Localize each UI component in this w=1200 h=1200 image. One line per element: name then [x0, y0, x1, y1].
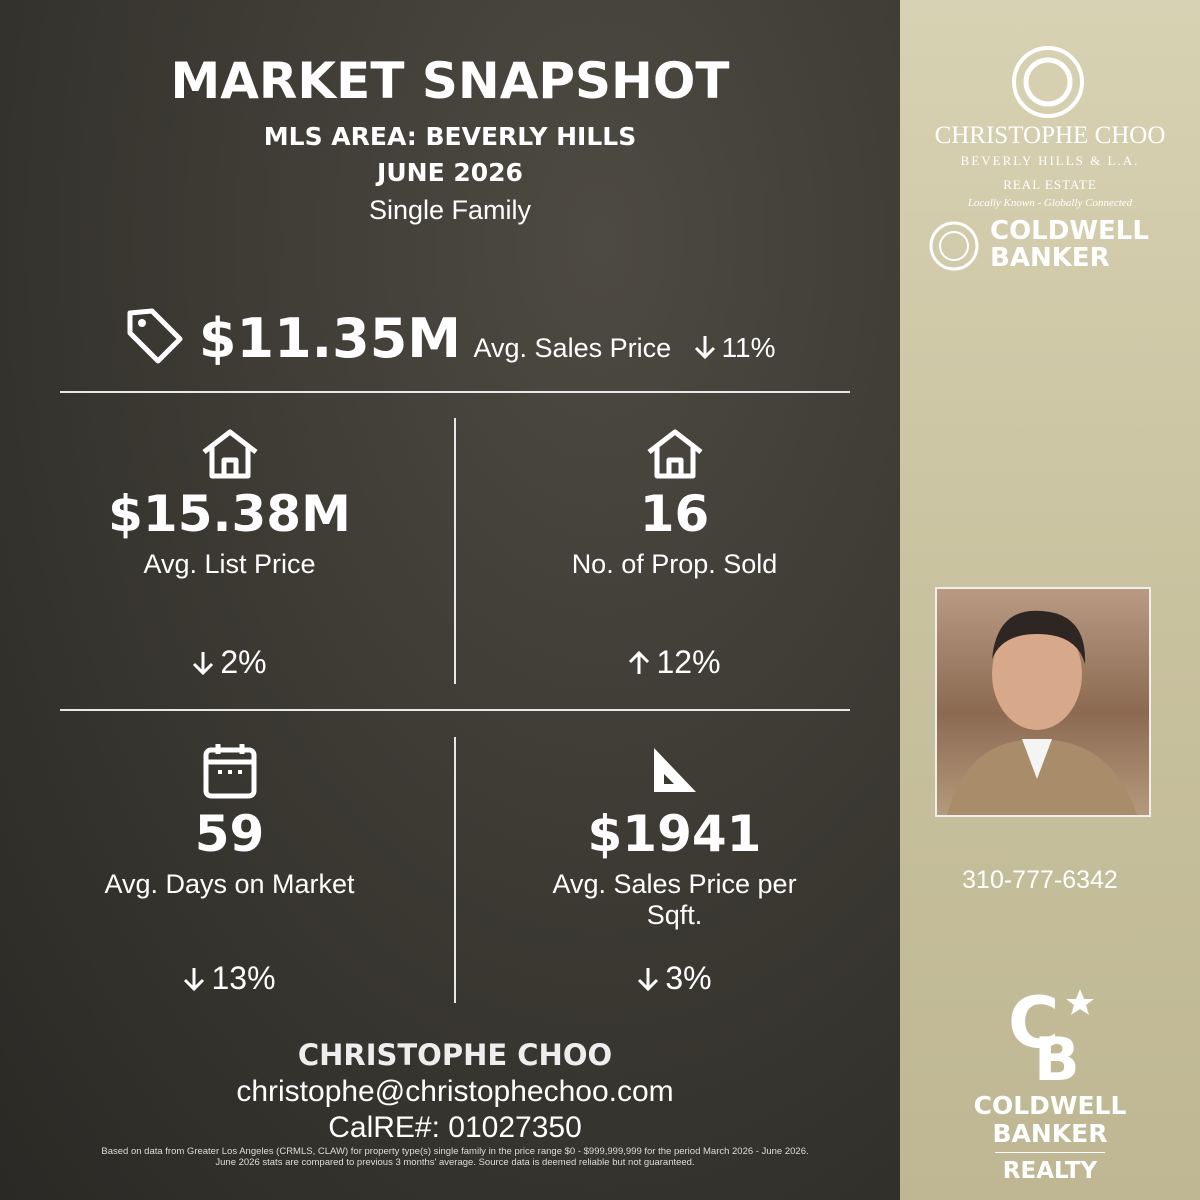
arrow-path: [694, 336, 715, 360]
disclaimer: Based on data from Greater Los Angeles (…: [101, 1146, 809, 1168]
logo-text: BANKER: [992, 1119, 1108, 1148]
calendar-icon: [203, 744, 256, 799]
contact-email: christophe@christophechoo.com: [236, 1075, 674, 1108]
logo-text: COLDWELL: [973, 1091, 1127, 1120]
stat-label: Avg. List Price: [143, 549, 316, 579]
stat-label: No. of Prop. Sold: [571, 549, 778, 579]
tagline: Locally Known - Globally Connected: [967, 197, 1133, 209]
stat-label: Avg. Sales Price per Sqft.: [552, 869, 797, 930]
house-icon: [646, 429, 703, 479]
brand-sub: REAL ESTATE: [1003, 177, 1097, 192]
logo-text: COLDWELL: [990, 216, 1149, 246]
logo-rule: [995, 1152, 1105, 1153]
divider: [454, 737, 456, 1003]
sidebar: CHRISTOPHE CHOO BEVERLY HILLS & L.A. REA…: [900, 0, 1200, 1200]
stat-change: 2%: [220, 644, 267, 680]
stat-value: $15.38M: [108, 485, 351, 543]
headline: $11.35M Avg. Sales Price 11%: [0, 305, 900, 370]
title: MARKET SNAPSHOT: [170, 52, 730, 110]
footer-logo: COLDWELL BANKER REALTY: [900, 1092, 1200, 1185]
divider: [60, 709, 850, 711]
stat-label: Avg. Days on Market: [104, 869, 355, 899]
stat-change: 3%: [665, 960, 712, 996]
period: JUNE 2026: [377, 158, 523, 187]
stat-card: 59 Avg. Days on Market 13%: [32, 742, 427, 996]
stat-value: 16: [639, 485, 710, 543]
cb-logo: CB: [1008, 985, 1094, 1085]
logo-text: BANKER: [990, 243, 1110, 273]
arrow-down: [184, 968, 205, 992]
trend-arrow: [628, 644, 656, 680]
svg-text:C: C: [1008, 985, 1059, 1064]
stat-card: $15.38M Avg. List Price 2%: [32, 428, 427, 680]
trend-arrow: [637, 960, 665, 996]
agent-photo: [935, 587, 1151, 817]
house-icon: [201, 429, 258, 479]
partner-badge: [929, 221, 979, 271]
stat-card: 16 No. of Prop. Sold 12%: [477, 428, 872, 680]
arrow-path: [629, 650, 650, 674]
stat-card: $1941 Avg. Sales Price per Sqft. 3%: [477, 742, 872, 996]
arrow-path: [184, 968, 205, 992]
headline-label: Avg. Sales Price: [473, 333, 672, 363]
contact-name: CHRISTOPHE CHOO: [297, 1038, 613, 1072]
brand-logo: [1012, 46, 1084, 118]
arrow-up: [629, 650, 650, 674]
logo-text: REALTY: [1002, 1158, 1098, 1184]
headline-value: $11.35M: [198, 307, 462, 370]
partner-logo: COLDWELL BANKER: [990, 218, 1149, 272]
stat-change: 12%: [656, 644, 721, 680]
area: MLS AREA: BEVERLY HILLS: [263, 122, 637, 151]
divider: [60, 391, 850, 393]
arrow-down: [638, 968, 659, 992]
contact-license: CalRE#: 01027350: [328, 1111, 582, 1144]
portrait: [947, 610, 1137, 815]
brand-sub: BEVERLY HILLS & L.A.: [960, 153, 1140, 168]
arrow-path: [638, 968, 659, 992]
stat-change: 13%: [211, 960, 276, 996]
tag-icon: [127, 308, 183, 364]
svg-text:B: B: [1034, 1025, 1080, 1085]
ruler-icon: [653, 748, 696, 792]
arrow-down: [694, 336, 715, 360]
divider: [454, 418, 456, 684]
headline-change: 11%: [721, 332, 776, 363]
brand-name: CHRISTOPHE CHOO: [934, 122, 1166, 149]
arrow-path: [193, 652, 214, 676]
arrow-down: [193, 652, 214, 676]
phone: 310-777-6342: [962, 866, 1118, 894]
trend-arrow: [192, 644, 220, 680]
trend-arrow: [183, 960, 211, 996]
property-type: Single Family: [368, 195, 532, 225]
stat-value: 59: [194, 805, 265, 863]
stat-value: $1941: [587, 805, 762, 863]
trend-arrow: [694, 332, 722, 363]
